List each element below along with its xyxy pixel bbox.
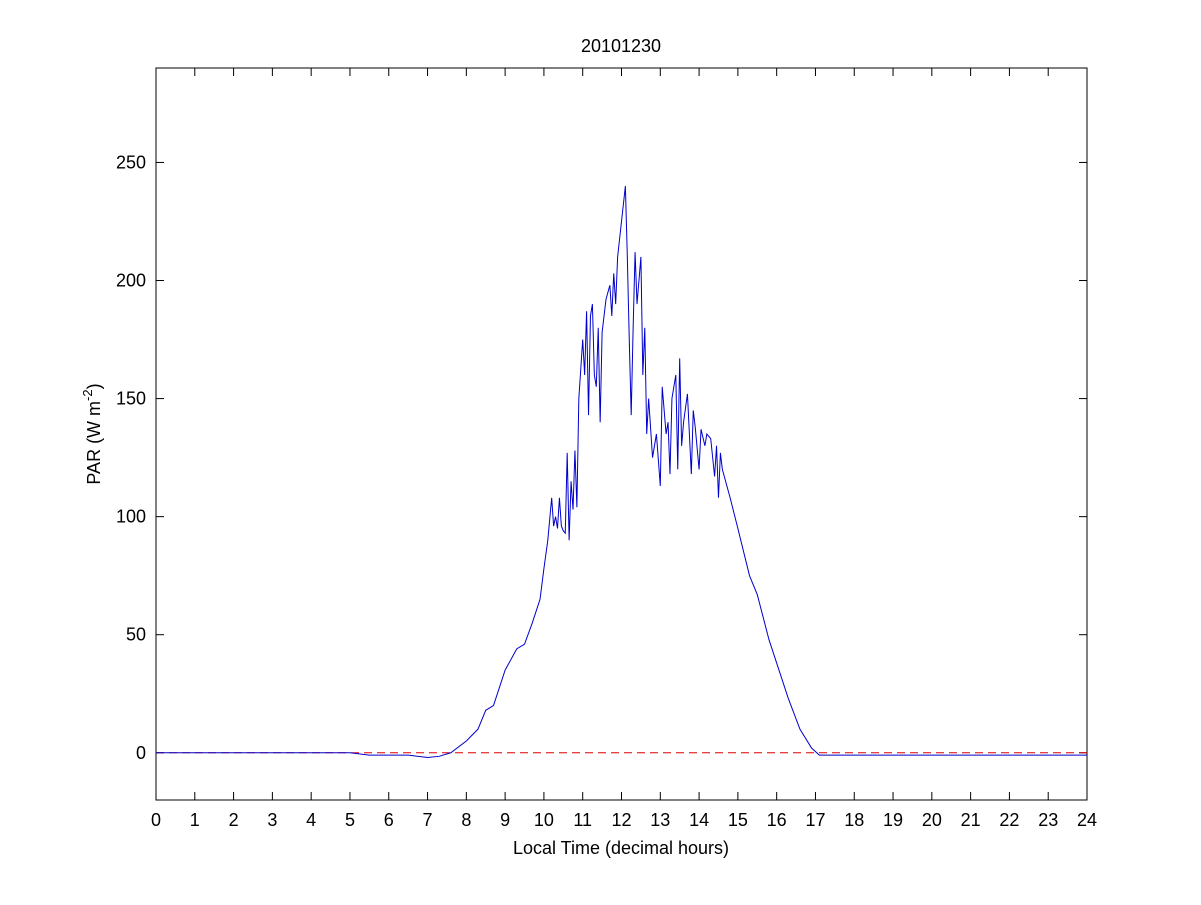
x-axis-label: Local Time (decimal hours) — [513, 838, 729, 858]
x-tick-label: 7 — [423, 810, 433, 830]
x-tick-label: 0 — [151, 810, 161, 830]
y-tick-label: 250 — [116, 152, 146, 172]
x-tick-label: 3 — [267, 810, 277, 830]
data-line — [156, 186, 1087, 759]
x-tick-label: 19 — [883, 810, 903, 830]
x-tick-label: 14 — [689, 810, 709, 830]
x-tick-label: 12 — [611, 810, 631, 830]
x-tick-label: 4 — [306, 810, 316, 830]
plot-area — [155, 67, 1088, 801]
x-tick-label: 2 — [229, 810, 239, 830]
x-tick-label: 10 — [534, 810, 554, 830]
y-tick-label: 100 — [116, 507, 146, 527]
y-tick-label: 0 — [136, 743, 146, 763]
x-tick-label: 13 — [650, 810, 670, 830]
y-axis-label: PAR (W m-2) — [80, 383, 104, 484]
x-tick-label: 18 — [844, 810, 864, 830]
x-tick-label: 6 — [384, 810, 394, 830]
x-tick-label: 1 — [190, 810, 200, 830]
y-tick-label: 150 — [116, 389, 146, 409]
x-tick-label: 16 — [767, 810, 787, 830]
x-tick-label: 15 — [728, 810, 748, 830]
y-label-main: PAR (W m — [84, 401, 104, 485]
y-tick-label: 200 — [116, 271, 146, 291]
x-tick-label: 9 — [500, 810, 510, 830]
x-tick-label: 21 — [961, 810, 981, 830]
y-tick-label: 50 — [126, 625, 146, 645]
x-tick-label: 22 — [999, 810, 1019, 830]
y-label-end: ) — [84, 383, 104, 389]
x-tick-label: 24 — [1077, 810, 1097, 830]
x-tick-label: 5 — [345, 810, 355, 830]
x-tick-label: 11 — [573, 810, 592, 830]
x-tick-label: 17 — [805, 810, 825, 830]
x-tick-label: 23 — [1038, 810, 1058, 830]
chart-title: 20101230 — [581, 36, 661, 56]
x-tick-label: 20 — [922, 810, 942, 830]
y-label-sup: -2 — [80, 389, 95, 401]
x-tick-label: 8 — [461, 810, 471, 830]
